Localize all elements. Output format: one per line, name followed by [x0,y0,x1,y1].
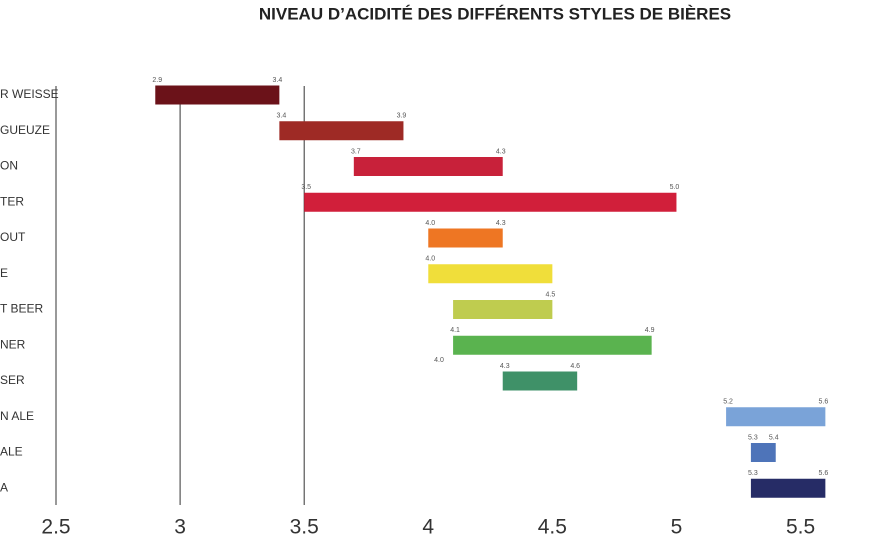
value-label: 5.4 [769,434,779,441]
value-label: 4.9 [645,327,655,334]
value-label: 3.4 [272,77,282,84]
value-label: 5.6 [818,470,828,477]
x-tick-label: 4 [422,516,434,539]
value-label: 3.7 [351,148,361,155]
category-label: OUT [0,230,26,244]
category-label: GUEUZE [0,123,50,137]
value-label: 4.1 [450,327,460,334]
bar [353,157,503,176]
category-label: SER [0,373,25,387]
x-tick-label: 3 [174,516,186,539]
bar [453,300,553,319]
category-label: N ALE [0,409,34,423]
value-label: 4.3 [496,148,506,155]
bar [428,228,503,248]
value-label: 5.3 [748,434,758,441]
category-label: R WEISSE [0,87,59,101]
category-label: ALE [0,445,23,459]
category-label: T BEER [0,302,43,316]
bar [279,121,404,141]
bar [502,371,578,391]
bar [453,335,652,355]
value-label: 4.0 [425,220,435,227]
bar [726,407,826,427]
bar [750,478,826,498]
value-label: 3.5 [301,184,311,191]
value-label: 4.0 [425,256,435,263]
annotation: 4.0 [434,357,444,364]
bar [155,85,280,105]
value-label: 5.0 [670,184,680,191]
value-label: 4.5 [545,291,555,298]
x-tick-label: 2.5 [41,516,70,539]
value-label: 4.6 [570,363,580,370]
category-label: ON [0,159,18,173]
value-label: 5.6 [818,399,828,406]
x-tick-label: 4.5 [538,516,567,539]
bar [428,264,553,284]
value-label: 3.9 [397,113,407,120]
x-tick-label: 5 [671,516,683,539]
category-label: NER [0,337,26,351]
value-label: 4.3 [496,220,506,227]
bar [750,443,776,462]
value-label: 3.4 [276,113,286,120]
chart-title: NIVEAU D’ACIDITÉ DES DIFFÉRENTS STYLES D… [259,4,731,23]
x-tick-label: 3.5 [290,516,319,539]
value-label: 5.2 [723,399,733,406]
value-label: 2.9 [152,77,162,84]
category-label: A [0,480,8,494]
category-label: E [0,266,8,280]
bar [304,192,677,212]
value-label: 5.3 [748,470,758,477]
value-label: 4.3 [500,363,510,370]
x-tick-label: 5.5 [786,516,815,539]
category-label: TER [0,194,24,208]
